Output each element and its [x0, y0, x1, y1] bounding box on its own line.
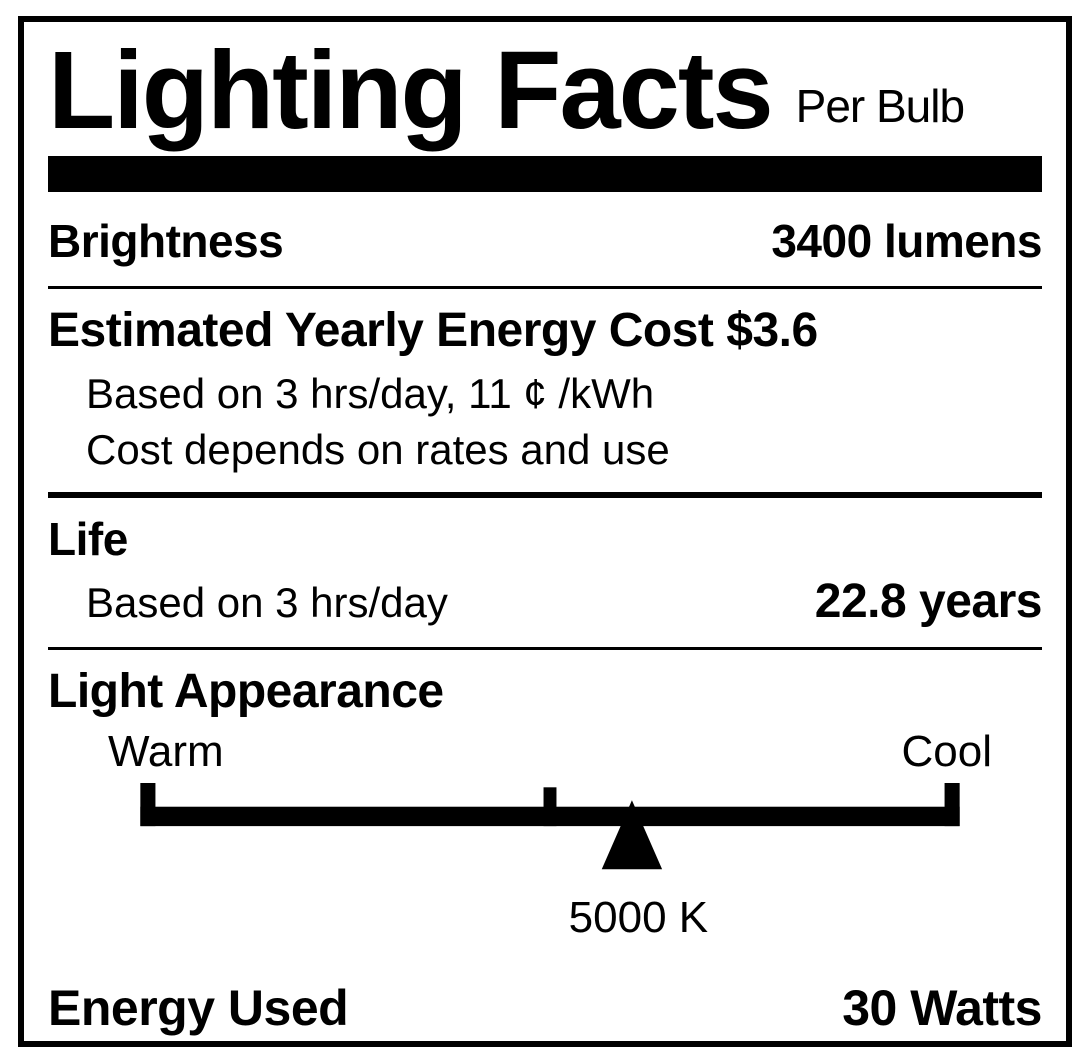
- divider: [48, 647, 1042, 650]
- energy-used-value: 30 Watts: [842, 979, 1042, 1037]
- life-basis: Based on 3 hrs/day: [48, 579, 448, 627]
- energy-cost-basis: Based on 3 hrs/day, 11 ¢ /kWh: [48, 370, 1042, 418]
- energy-cost-note: Cost depends on rates and use: [48, 426, 1042, 474]
- life-section: Life Based on 3 hrs/day 22.8 years: [48, 512, 1042, 629]
- lighting-facts-panel: Lighting Facts Per Bulb Brightness 3400 …: [18, 16, 1072, 1047]
- light-appearance-label: Light Appearance: [48, 664, 1042, 719]
- brightness-label: Brightness: [48, 214, 283, 268]
- color-temp-scale: Warm Cool 5000 K: [48, 727, 1042, 943]
- color-temp-scale-svg: [108, 783, 992, 880]
- panel-subtitle: Per Bulb: [796, 79, 964, 133]
- life-label: Life: [48, 512, 1042, 566]
- energy-cost-heading: Estimated Yearly Energy Cost $3.6: [48, 303, 1042, 358]
- divider: [48, 492, 1042, 498]
- life-value: 22.8 years: [815, 574, 1042, 629]
- brightness-row: Brightness 3400 lumens: [48, 214, 1042, 268]
- color-temp-value: 5000 K: [569, 893, 708, 943]
- energy-cost-section: Estimated Yearly Energy Cost $3.6 Based …: [48, 303, 1042, 474]
- header-row: Lighting Facts Per Bulb: [48, 36, 1042, 146]
- energy-used-label: Energy Used: [48, 979, 348, 1037]
- panel-title: Lighting Facts: [48, 36, 772, 146]
- scale-warm-label: Warm: [108, 727, 224, 777]
- header-divider-bar: [48, 156, 1042, 192]
- divider: [48, 286, 1042, 289]
- energy-used-row: Energy Used 30 Watts: [48, 979, 1042, 1037]
- light-appearance-section: Light Appearance Warm Cool 5000 K: [48, 664, 1042, 943]
- scale-cool-label: Cool: [902, 727, 993, 777]
- brightness-value: 3400 lumens: [771, 214, 1042, 268]
